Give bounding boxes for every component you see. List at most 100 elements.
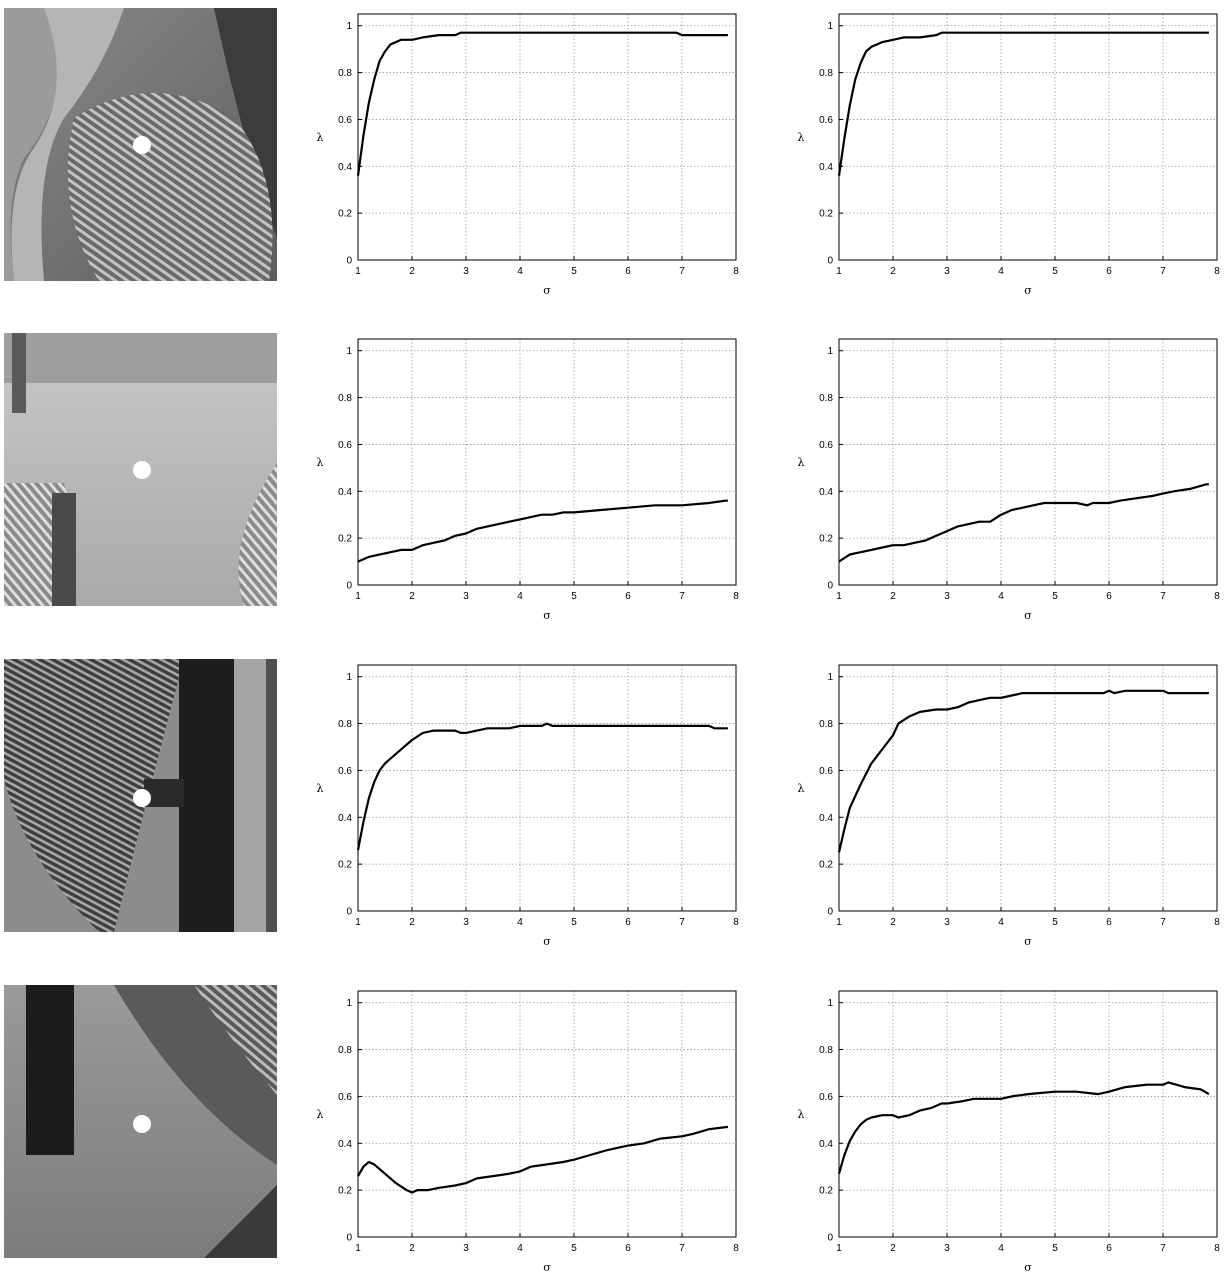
- x-tick-label: 4: [998, 266, 1004, 277]
- y-tick-label: 0.8: [338, 393, 352, 404]
- x-tick-label: 3: [463, 266, 469, 277]
- chart-row1-col2: 1 2 3 4 5 6 7 8 0 0.2 0.4 0.6 0.8 1 σ λ: [785, 0, 1225, 305]
- series-line: [837, 31, 1209, 176]
- y-axis-label: λ: [317, 782, 324, 795]
- x-tick-label: 6: [1106, 917, 1112, 928]
- thumbnail-row-3: [4, 659, 277, 932]
- series-line: [837, 1081, 1210, 1175]
- x-tick-label: 7: [679, 917, 685, 928]
- x-axis-label: σ: [543, 609, 551, 622]
- x-tick-label: 8: [1214, 1243, 1220, 1254]
- x-axis-label: σ: [1024, 935, 1032, 948]
- y-tick-label: 0: [827, 581, 833, 592]
- x-tick-label: 8: [733, 591, 739, 602]
- x-tick-label: 5: [571, 1243, 577, 1254]
- x-tick-label: 5: [571, 917, 577, 928]
- x-tick-label: 2: [890, 917, 896, 928]
- plot-frame: [357, 13, 737, 261]
- y-axis-label: λ: [317, 131, 324, 144]
- plot-frame: [838, 664, 1218, 912]
- y-axis-label: λ: [798, 456, 805, 469]
- chart-svg: 1 2 3 4 5 6 7 8 0 0.2 0.4 0.6 0.8 1 σ λ: [798, 338, 1220, 622]
- x-tick-label: 6: [1106, 1243, 1112, 1254]
- chart-svg: 1 2 3 4 5 6 7 8 0 0.2 0.4 0.6 0.8 1 σ λ: [798, 664, 1220, 948]
- chart-svg: 1 2 3 4 5 6 7 8 0 0.2 0.4 0.6 0.8 1 σ λ: [317, 338, 739, 622]
- x-tick-label: 2: [890, 266, 896, 277]
- x-tick-label: 3: [944, 1243, 950, 1254]
- x-tick-label: 1: [355, 917, 361, 928]
- x-tick-label: 5: [1052, 917, 1058, 928]
- x-tick-label: 1: [355, 591, 361, 602]
- y-tick-label: 0.6: [819, 115, 833, 126]
- x-axis-label: σ: [1024, 1261, 1032, 1274]
- y-tick-label: 0.2: [819, 1186, 833, 1197]
- y-axis-label: λ: [798, 131, 805, 144]
- series-line: [357, 1125, 729, 1194]
- x-tick-label: 8: [733, 1243, 739, 1254]
- x-tick-label: 5: [571, 591, 577, 602]
- plot-frame: [357, 338, 737, 586]
- y-tick-label: 0.4: [819, 487, 833, 498]
- x-axis-label: σ: [1024, 609, 1032, 622]
- x-tick-label: 2: [890, 591, 896, 602]
- x-tick-label: 2: [409, 591, 415, 602]
- y-axis-label: λ: [317, 1108, 324, 1121]
- chart-row1-col1: 1 2 3 4 5 6 7 8 0 0.2 0.4 0.6 0.8 1 σ λ: [304, 0, 744, 305]
- x-tick-label: 5: [1052, 1243, 1058, 1254]
- x-tick-label: 6: [1106, 591, 1112, 602]
- x-tick-label: 5: [1052, 591, 1058, 602]
- x-tick-label: 1: [355, 266, 361, 277]
- x-tick-label: 2: [409, 266, 415, 277]
- x-tick-label: 4: [517, 917, 523, 928]
- x-tick-label: 2: [890, 1243, 896, 1254]
- chart-row2-col2: 1 2 3 4 5 6 7 8 0 0.2 0.4 0.6 0.8 1 σ λ: [785, 325, 1225, 630]
- series-line: [837, 689, 1209, 853]
- series-line: [838, 483, 1209, 563]
- x-tick-label: 1: [836, 591, 842, 602]
- x-tick-label: 6: [625, 591, 631, 602]
- y-tick-label: 0.2: [819, 209, 833, 220]
- x-axis-label: σ: [543, 1261, 551, 1274]
- y-tick-label: 0.4: [338, 813, 352, 824]
- y-tick-label: 0.2: [819, 534, 833, 545]
- chart-row2-col1: 1 2 3 4 5 6 7 8 0 0.2 0.4 0.6 0.8 1 σ λ: [304, 325, 744, 630]
- y-tick-label: 0.4: [819, 813, 833, 824]
- y-tick-label: 1: [346, 346, 352, 357]
- y-tick-label: 0.8: [819, 1045, 833, 1056]
- y-tick-label: 1: [827, 346, 833, 357]
- y-axis-label: λ: [317, 456, 324, 469]
- x-tick-label: 3: [463, 1243, 469, 1254]
- x-tick-label: 4: [998, 1243, 1004, 1254]
- x-tick-label: 4: [517, 591, 523, 602]
- x-tick-label: 7: [1160, 266, 1166, 277]
- chart-row4-col1: 1 2 3 4 5 6 7 8 0 0.2 0.4 0.6 0.8 1 σ λ: [304, 977, 744, 1278]
- y-tick-label: 0.2: [338, 1186, 352, 1197]
- x-tick-label: 4: [517, 266, 523, 277]
- y-tick-label: 0: [346, 581, 352, 592]
- y-tick-label: 0.6: [338, 115, 352, 126]
- y-tick-label: 1: [827, 21, 833, 32]
- y-tick-label: 0.8: [819, 719, 833, 730]
- y-tick-label: 0.4: [819, 1139, 833, 1150]
- x-tick-label: 1: [836, 266, 842, 277]
- x-tick-label: 6: [1106, 266, 1112, 277]
- x-tick-label: 3: [944, 917, 950, 928]
- y-tick-label: 0.2: [819, 860, 833, 871]
- x-tick-label: 8: [733, 266, 739, 277]
- y-tick-label: 0: [827, 1233, 833, 1244]
- x-tick-label: 3: [944, 591, 950, 602]
- y-tick-label: 0: [346, 1233, 352, 1244]
- thumbnail-row-4: [4, 985, 277, 1258]
- x-tick-label: 4: [998, 917, 1004, 928]
- x-tick-label: 2: [409, 917, 415, 928]
- x-tick-label: 8: [1214, 591, 1220, 602]
- chart-svg: 1 2 3 4 5 6 7 8 0 0.2 0.4 0.6 0.8 1 σ λ: [798, 13, 1220, 297]
- y-tick-label: 0.8: [338, 68, 352, 79]
- plot-frame: [838, 13, 1218, 261]
- x-tick-label: 7: [1160, 591, 1166, 602]
- y-tick-label: 0.4: [338, 162, 352, 173]
- series-line: [356, 31, 728, 176]
- y-tick-label: 1: [346, 21, 352, 32]
- x-tick-label: 3: [944, 266, 950, 277]
- y-tick-label: 0.2: [338, 209, 352, 220]
